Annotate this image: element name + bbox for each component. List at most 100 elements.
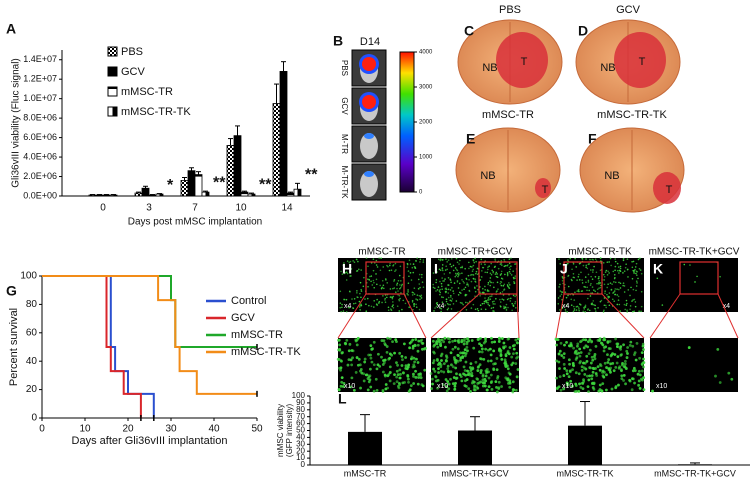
cell <box>504 264 507 267</box>
cell <box>633 269 636 272</box>
cell <box>516 355 520 359</box>
cell <box>452 292 455 295</box>
cell <box>397 381 401 385</box>
cell <box>510 265 512 267</box>
cell <box>687 346 691 349</box>
cell <box>410 279 413 281</box>
magnification: x10 <box>344 383 355 390</box>
cell <box>614 269 616 272</box>
cell <box>415 303 417 306</box>
annotation: ** <box>213 174 226 191</box>
cell <box>406 377 410 381</box>
cell <box>508 379 512 383</box>
cell <box>380 339 384 342</box>
cell <box>419 372 422 376</box>
bar-half <box>113 195 117 196</box>
x-axis-label: Days post mMSC implantation <box>128 217 263 228</box>
cell <box>457 294 460 296</box>
cell <box>369 385 373 389</box>
cell <box>465 340 469 344</box>
cell <box>396 305 399 308</box>
cell <box>489 295 491 298</box>
cell <box>383 358 387 362</box>
micro-image <box>650 258 738 312</box>
cell <box>381 390 385 393</box>
cell <box>607 270 609 273</box>
cell <box>632 366 636 370</box>
cell <box>501 278 504 280</box>
cell <box>389 288 392 290</box>
cell <box>495 357 499 360</box>
cell <box>432 344 436 348</box>
row-label: GCV <box>340 97 349 115</box>
cell <box>559 262 562 265</box>
cell <box>445 298 448 301</box>
cell <box>590 355 594 359</box>
cell <box>559 283 561 286</box>
bar <box>568 425 602 465</box>
cell <box>512 276 515 279</box>
cell <box>495 390 499 394</box>
cell <box>398 274 401 277</box>
cell <box>591 358 595 362</box>
cell <box>429 372 433 375</box>
cell <box>567 274 570 277</box>
cell <box>500 264 503 266</box>
cell <box>438 268 441 271</box>
cell <box>619 267 622 270</box>
cell <box>481 302 484 305</box>
magnification: x10 <box>562 383 573 390</box>
cell <box>469 369 473 372</box>
cell <box>592 259 595 261</box>
cell <box>354 302 357 305</box>
cell <box>608 261 610 263</box>
cell <box>398 294 401 297</box>
cell <box>626 352 629 355</box>
cell <box>476 273 479 276</box>
cell <box>618 272 620 274</box>
cell <box>446 380 450 383</box>
cell <box>562 362 566 366</box>
cell <box>604 271 607 274</box>
y-tick-label: 80 <box>26 299 38 310</box>
row-label: M-TR-TK <box>340 166 349 200</box>
cell <box>600 389 603 393</box>
cell <box>401 308 403 311</box>
cell <box>444 378 448 381</box>
cell <box>434 374 437 378</box>
cell <box>354 371 358 374</box>
cell <box>617 266 620 268</box>
cell <box>627 276 629 278</box>
cell <box>432 350 436 354</box>
cell <box>407 282 410 285</box>
cell <box>419 261 421 263</box>
cell <box>452 264 455 267</box>
cell <box>389 296 392 298</box>
cell <box>634 301 637 303</box>
micro-image <box>650 338 738 392</box>
cell <box>618 269 621 272</box>
cell <box>398 351 402 355</box>
cell <box>558 349 562 353</box>
cell <box>640 310 642 313</box>
cell <box>629 308 631 311</box>
x-tick-label: 14 <box>281 203 293 214</box>
cell <box>392 306 395 309</box>
cell <box>468 278 470 281</box>
cell <box>411 299 414 302</box>
cell <box>387 309 390 312</box>
cell <box>617 269 619 272</box>
cell <box>463 348 467 352</box>
cell <box>395 380 399 384</box>
legend-swatch <box>107 66 118 77</box>
x-axis-label: Days after Gli36vIII implantation <box>72 435 228 447</box>
cell <box>611 283 613 285</box>
cell <box>477 288 479 291</box>
cell <box>495 297 497 300</box>
cell <box>373 281 375 284</box>
cell <box>419 298 421 301</box>
zoom-box <box>563 261 603 295</box>
cell <box>587 352 591 356</box>
cell <box>508 346 512 349</box>
cell <box>453 339 457 343</box>
